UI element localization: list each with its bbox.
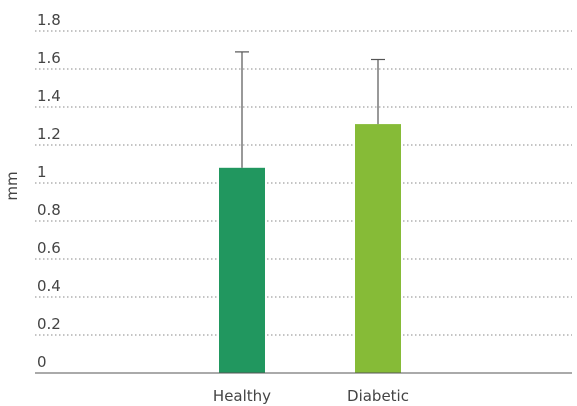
bar-healthy — [219, 167, 265, 373]
x-tick-label-diabetic: Diabetic — [347, 387, 409, 405]
bars — [219, 124, 401, 373]
y-tick-label: 1.2 — [37, 125, 61, 143]
error-bars — [235, 51, 385, 168]
y-tick-label: 0 — [37, 353, 47, 371]
y-tick-label: 0.8 — [37, 201, 61, 219]
y-tick-label: 1.8 — [37, 11, 61, 29]
y-tick-label: 1.6 — [37, 49, 61, 67]
bar-diabetic — [355, 124, 401, 373]
x-tick-label-healthy: Healthy — [213, 387, 271, 405]
y-axis-title: mm — [3, 171, 21, 200]
y-tick-label: 1.4 — [37, 87, 61, 105]
y-tick-label: 0.6 — [37, 239, 61, 257]
y-tick-label: 1 — [37, 163, 47, 181]
y-axis-tick-labels: 0 0.2 0.4 0.6 0.8 1 1.2 1.4 1.6 1.8 — [37, 11, 61, 371]
x-axis-tick-labels: Healthy Diabetic — [213, 387, 409, 405]
y-tick-label: 0.4 — [37, 277, 61, 295]
gridlines — [35, 30, 572, 336]
y-tick-label: 0.2 — [37, 315, 61, 333]
